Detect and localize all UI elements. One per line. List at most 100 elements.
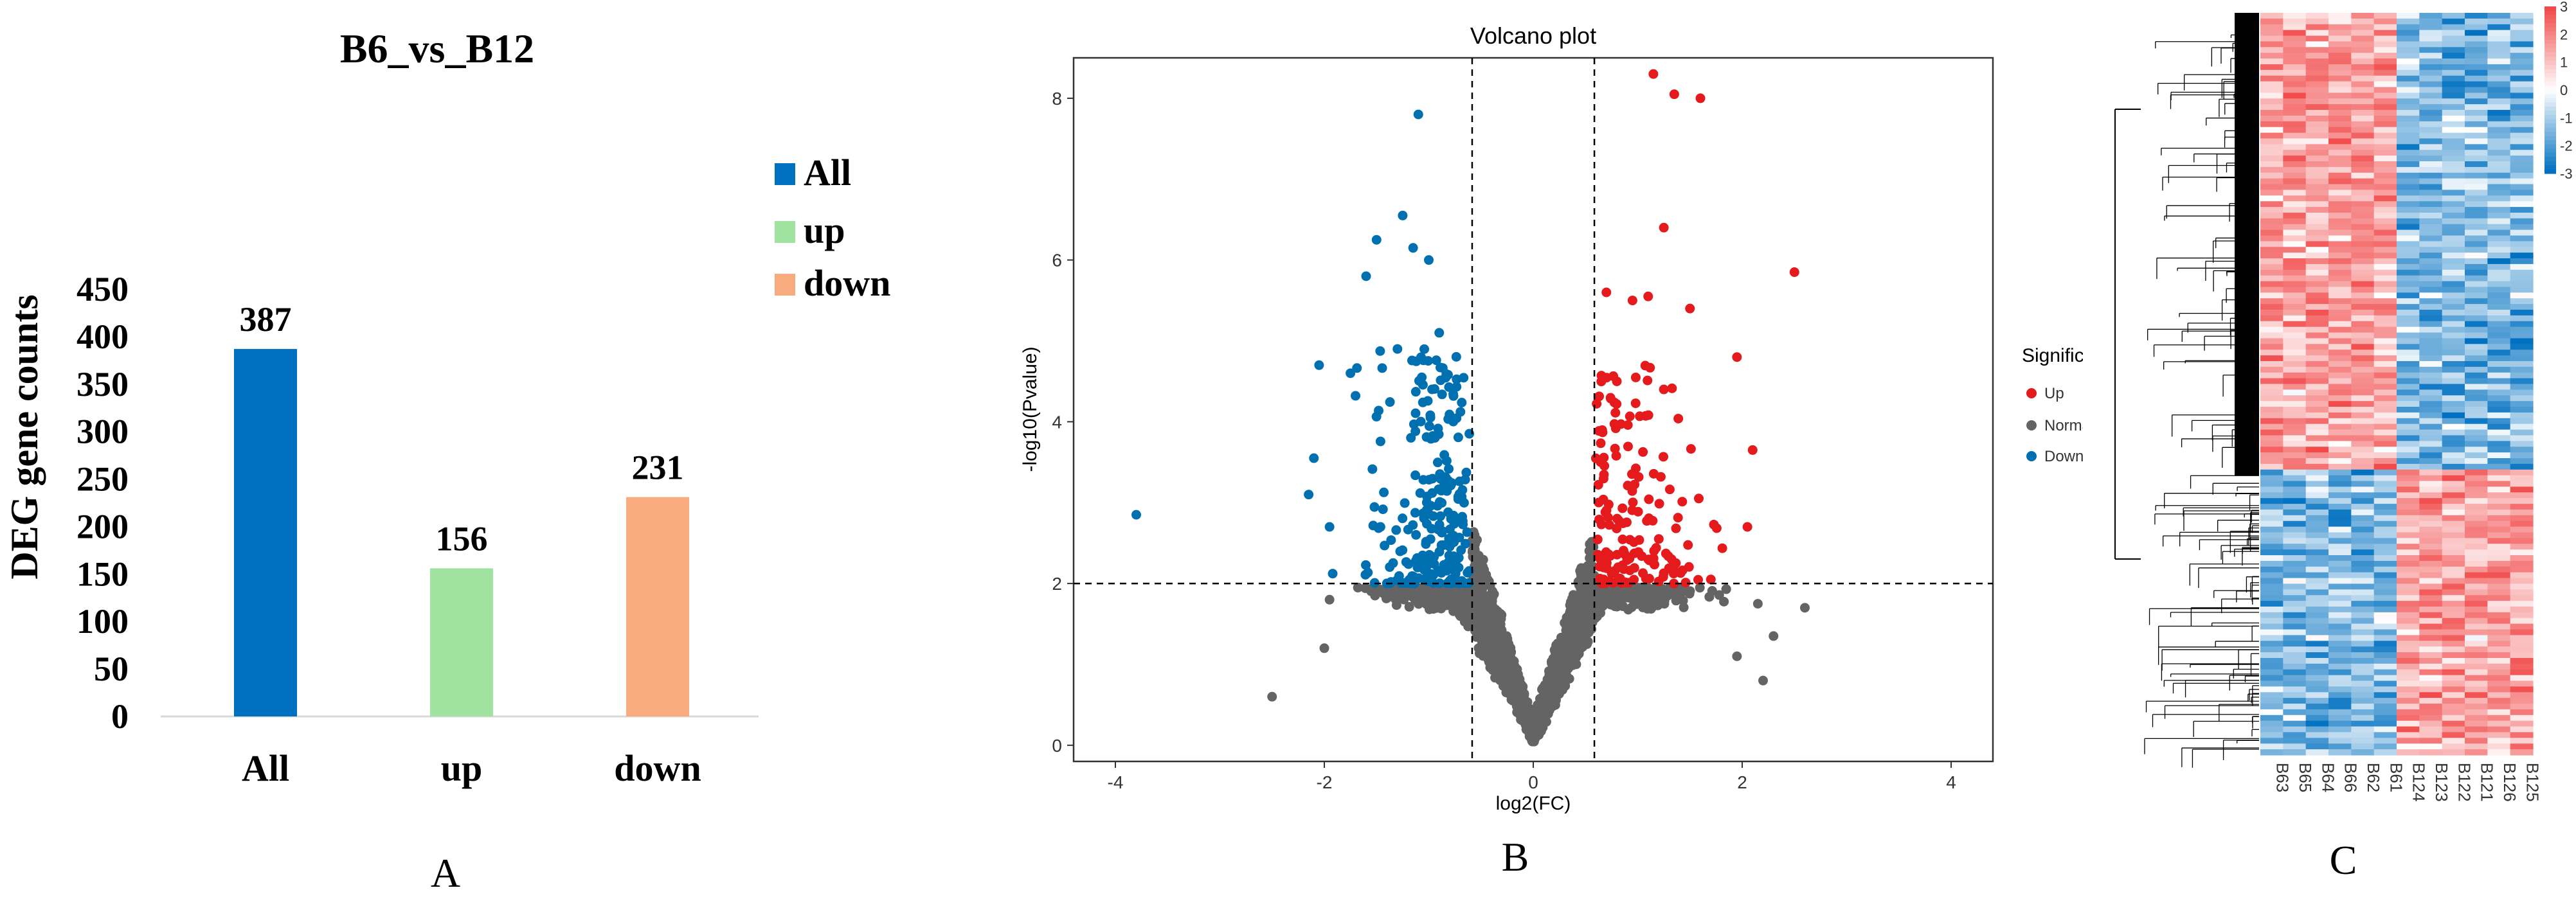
heatmap-cell (2260, 407, 2283, 413)
heatmap-cell (2419, 401, 2443, 407)
heatmap-cell (2465, 30, 2488, 37)
heatmap-cell (2419, 566, 2443, 573)
volcano-point-down (1424, 421, 1434, 431)
heatmap-cell (2510, 212, 2534, 219)
heatmap-cell (2419, 452, 2443, 459)
heatmap-cell (2260, 281, 2283, 288)
heatmap-cell (2351, 401, 2375, 407)
heatmap-cell (2487, 132, 2511, 139)
heatmap-cell (2305, 566, 2329, 573)
heatmap-cell (2397, 515, 2420, 522)
heatmap-cell (2283, 332, 2307, 339)
heatmap-cell (2419, 132, 2443, 139)
heatmap-cell (2397, 623, 2420, 630)
volcano-point-normal (1769, 631, 1779, 641)
volcano-point-up (1627, 296, 1637, 306)
heatmap-cell (2305, 607, 2329, 613)
heatmap-cell (2465, 657, 2488, 664)
volcano-point-normal (1647, 602, 1657, 612)
heatmap-cell (2351, 166, 2375, 173)
heatmap-cell (2305, 195, 2329, 202)
volcano-legend-dot-Down (2026, 451, 2037, 461)
heatmap-cell (2487, 344, 2511, 350)
heatmap-cell (2397, 310, 2420, 316)
volcano-point-up (1661, 548, 1671, 558)
heatmap-cell (2283, 201, 2307, 208)
heatmap-cell (2487, 486, 2511, 493)
heatmap-cell (2351, 344, 2375, 350)
heatmap-cell (2442, 715, 2465, 722)
volcano-point-up (1669, 89, 1679, 100)
heatmap-cell (2397, 407, 2420, 413)
heatmap-cell (2465, 235, 2488, 242)
heatmap-cell (2373, 161, 2397, 168)
heatmap-cell (2305, 715, 2329, 722)
heatmap-cell (2283, 538, 2307, 544)
heatmap-cell (2487, 635, 2511, 641)
volcano-point-down (1461, 467, 1472, 477)
heatmap-cell (2397, 572, 2420, 579)
heatmap-cell (2397, 520, 2420, 528)
heatmap-cell (2442, 532, 2465, 538)
heatmap-cell (2397, 155, 2420, 162)
heatmap-cell (2510, 680, 2534, 687)
volcano-legend-label: Up (2044, 385, 2064, 402)
heatmap-cell (2351, 253, 2375, 259)
heatmap-cell (2305, 326, 2329, 333)
heatmap-cell (2373, 338, 2397, 344)
heatmap-cell (2351, 98, 2375, 105)
heatmap-cell (2305, 435, 2329, 441)
volcano-y-axis-label: -log10(Pvalue) (1020, 346, 1041, 472)
heatmap-cell (2351, 372, 2375, 379)
volcano-point-normal (1617, 601, 1628, 611)
heatmap-cell (2442, 486, 2465, 493)
heatmap-cell (2260, 589, 2283, 596)
heatmap-cell (2351, 366, 2375, 373)
heatmap-cell (2260, 623, 2283, 630)
volcano-point-up (1603, 499, 1614, 510)
heatmap-cell (2260, 229, 2283, 236)
heatmap-cell (2373, 652, 2397, 659)
heatmap-cell (2442, 549, 2465, 556)
heatmap-cell (2351, 13, 2375, 19)
heatmap-cell (2419, 389, 2443, 396)
volcano-point-normal (1519, 709, 1529, 720)
volcano-point-up (1643, 291, 1653, 301)
heatmap-cell (2351, 732, 2375, 738)
heatmap-cell (2351, 195, 2375, 202)
heatmap-cell (2351, 629, 2375, 636)
heatmap-cell (2397, 241, 2420, 247)
heatmap-cell (2305, 258, 2329, 265)
heatmap-cell (2351, 287, 2375, 293)
heatmap-cell (2465, 310, 2488, 316)
heatmap-cell (2260, 709, 2283, 716)
volcano-point-normal (1474, 587, 1484, 597)
heatmap-cell (2419, 704, 2443, 710)
heatmap-cell (2419, 184, 2443, 191)
heatmap-cell (2510, 641, 2534, 647)
volcano-point-down (1437, 498, 1447, 508)
heatmap-cell (2283, 18, 2307, 25)
heatmap-cell (2442, 566, 2465, 573)
heatmap-cell (2283, 715, 2307, 722)
heatmap-cell (2487, 378, 2511, 385)
volcano-point-normal (1454, 587, 1464, 597)
heatmap-cell (2419, 429, 2443, 436)
heatmap-cell (2373, 190, 2397, 196)
bar-y-tick-label: 0 (111, 697, 129, 736)
heatmap-cell (2305, 595, 2329, 601)
heatmap-cell (2419, 229, 2443, 236)
heatmap-cell (2260, 35, 2283, 42)
volcano-point-normal (1502, 637, 1513, 647)
heatmap-cell (2283, 589, 2307, 596)
volcano-point-up (1671, 558, 1681, 568)
heatmap-cell (2510, 281, 2534, 288)
heatmap-cell (2260, 24, 2283, 31)
volcano-point-down (1436, 511, 1446, 521)
heatmap-cell (2397, 58, 2420, 65)
volcano-point-up (1628, 497, 1638, 508)
heatmap-cell (2510, 532, 2534, 538)
heatmap-cell (2351, 675, 2375, 682)
heatmap-cell (2442, 98, 2465, 105)
heatmap-cell (2373, 372, 2397, 379)
